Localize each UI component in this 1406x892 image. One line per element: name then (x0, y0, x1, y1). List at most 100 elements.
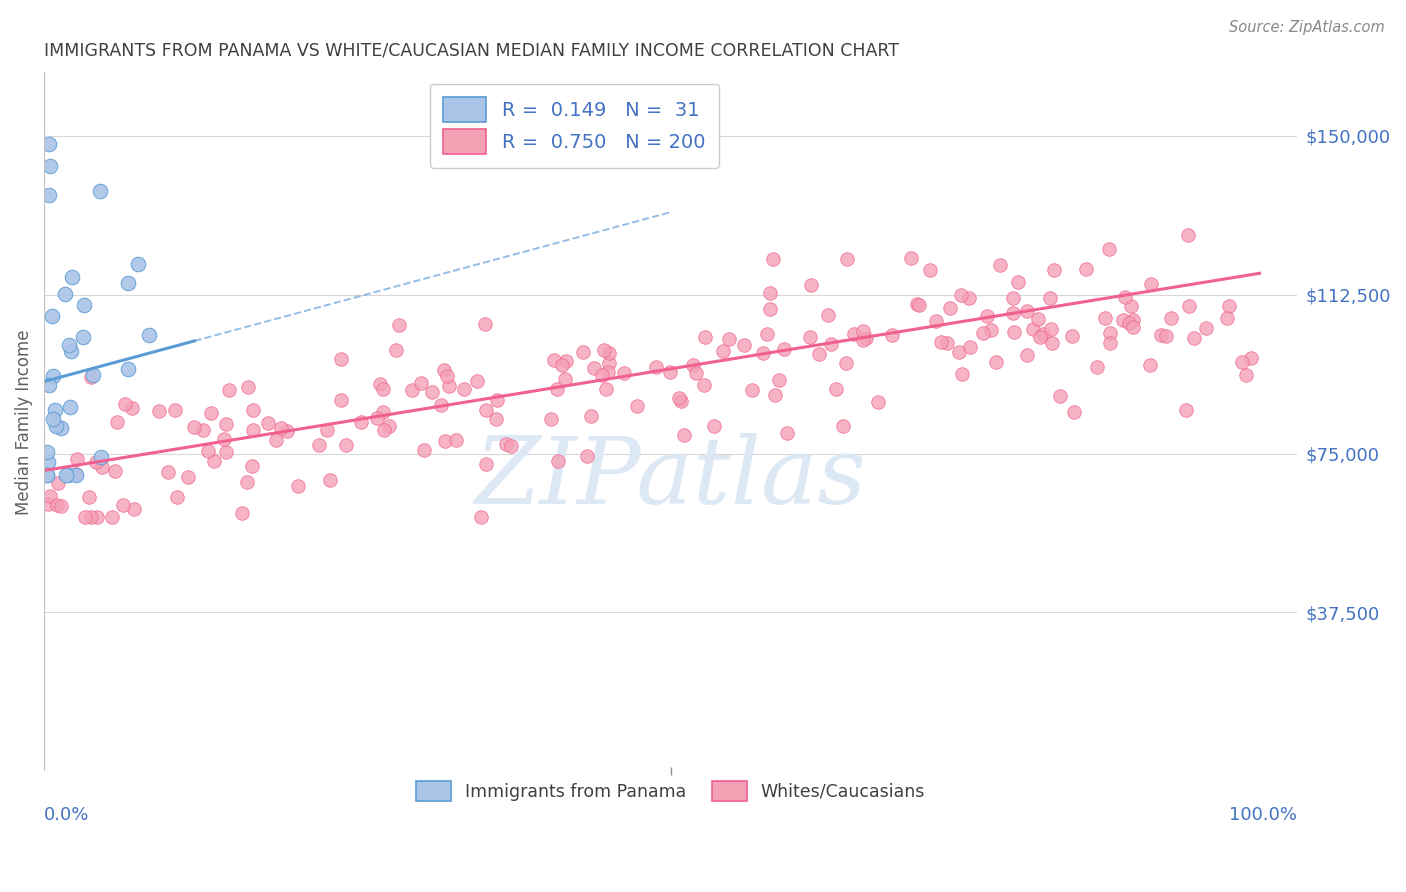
Point (287, 479, 309, 493)
Point (1160, 311, 1182, 326)
Point (752, 346, 775, 360)
Point (55, 467, 77, 482)
Point (1112, 313, 1135, 327)
Point (38, 188, 60, 202)
Text: IMMIGRANTS FROM PANAMA VS WHITE/CAUCASIAN MEDIAN FAMILY INCOME CORRELATION CHART: IMMIGRANTS FROM PANAMA VS WHITE/CAUCASIA… (44, 42, 898, 60)
Point (908, 298, 931, 312)
Point (546, 383, 568, 397)
Point (957, 291, 980, 305)
Point (551, 358, 574, 372)
Point (49, 499, 72, 513)
Point (1002, 292, 1025, 306)
Point (77, 490, 100, 504)
Point (475, 403, 498, 417)
Point (434, 434, 457, 448)
Point (685, 366, 707, 380)
Point (231, 506, 253, 520)
Point (547, 454, 569, 468)
Point (335, 438, 357, 452)
Point (866, 394, 889, 409)
Point (1121, 299, 1143, 313)
Point (1098, 335, 1121, 350)
Point (775, 426, 797, 441)
Point (1007, 275, 1029, 289)
Point (409, 376, 432, 390)
Point (575, 450, 598, 464)
Point (939, 301, 962, 315)
Point (72, 330, 94, 344)
Point (329, 351, 352, 366)
Point (741, 384, 763, 398)
Point (817, 308, 839, 322)
Point (1015, 304, 1038, 318)
Point (1002, 325, 1025, 339)
Point (768, 373, 790, 387)
Point (114, 397, 136, 411)
Point (420, 385, 443, 400)
Point (1114, 290, 1136, 304)
Point (905, 296, 928, 310)
Point (1150, 327, 1173, 342)
Point (1178, 299, 1201, 313)
Point (852, 324, 875, 338)
Point (236, 475, 259, 490)
Point (37, 455, 59, 469)
Point (1122, 320, 1144, 334)
Point (1015, 348, 1038, 362)
Point (842, 327, 865, 342)
Point (163, 402, 186, 417)
Point (1184, 331, 1206, 345)
Point (832, 419, 855, 434)
Point (42, 369, 65, 384)
Point (105, 415, 128, 429)
Point (1032, 326, 1054, 341)
Point (984, 354, 1007, 368)
Point (45, 419, 67, 434)
Point (543, 353, 565, 368)
Point (1174, 403, 1197, 417)
Point (1087, 360, 1109, 375)
Point (1040, 322, 1063, 336)
Point (45, 498, 67, 512)
Point (920, 263, 942, 277)
Point (256, 416, 278, 430)
Point (215, 445, 238, 459)
Point (669, 394, 692, 409)
Point (852, 333, 875, 347)
Point (44, 403, 66, 417)
Point (598, 346, 620, 360)
Point (117, 362, 139, 376)
Point (242, 403, 264, 417)
Point (319, 473, 342, 487)
Point (711, 343, 734, 358)
Point (330, 392, 353, 407)
Point (988, 258, 1011, 272)
Point (935, 335, 957, 350)
Point (1062, 329, 1084, 343)
Point (38, 378, 60, 392)
Point (598, 356, 620, 370)
Point (554, 372, 576, 386)
Point (1022, 322, 1045, 336)
Point (276, 425, 298, 439)
Point (758, 285, 780, 300)
Point (924, 314, 946, 328)
Point (100, 510, 122, 524)
Point (949, 288, 972, 302)
Point (540, 412, 562, 426)
Point (880, 328, 903, 343)
Point (35, 467, 58, 482)
Point (1230, 354, 1253, 368)
Point (972, 326, 994, 340)
Point (82, 368, 104, 383)
Point (264, 433, 287, 447)
Point (695, 330, 717, 344)
Point (60, 343, 83, 358)
Point (80, 510, 103, 524)
Point (486, 393, 509, 408)
Text: Source: ZipAtlas.com: Source: ZipAtlas.com (1229, 20, 1385, 35)
Point (191, 423, 214, 437)
Point (366, 411, 388, 425)
Point (1177, 227, 1199, 242)
Text: 100.0%: 100.0% (1229, 806, 1298, 824)
